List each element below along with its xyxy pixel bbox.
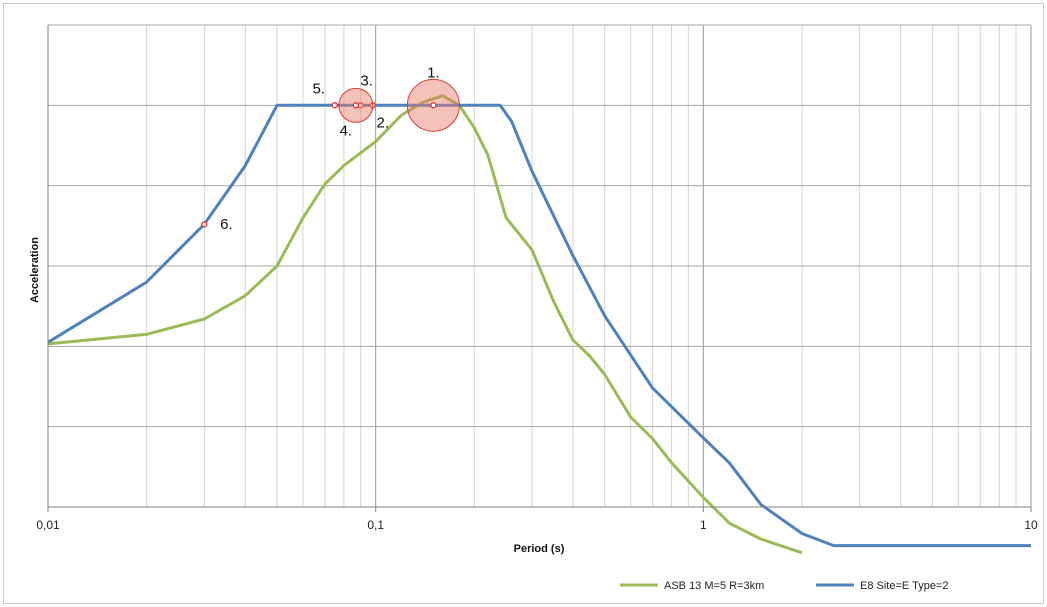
- annotation-point-1: [430, 102, 437, 109]
- annotation-label-6: 6.: [220, 216, 233, 233]
- legend: ASB 13 M=5 R=3km E8 Site=E Type=2: [620, 580, 948, 592]
- annotations: 1. 2. 3. 4. 5. 6.: [201, 64, 460, 233]
- series-lines: [47, 94, 1031, 555]
- chart-frame: [3, 3, 1044, 604]
- x-tick-label: 0,1: [367, 518, 384, 532]
- series-line-2: [47, 103, 1031, 548]
- series-line-1: [47, 94, 803, 555]
- x-tick-label: 0,01: [36, 518, 60, 532]
- y-axis-title: Acceleration: [29, 237, 41, 303]
- legend-label-1: ASB 13 M=5 R=3km: [664, 580, 764, 592]
- annotation-label-1: 1.: [427, 64, 440, 81]
- x-tick-label: 1: [700, 518, 707, 532]
- annotation-label-2: 2.: [377, 114, 390, 131]
- annotation-point-5: [331, 102, 338, 109]
- x-tick-label: 10: [1024, 518, 1038, 532]
- annotation-point-4: [352, 102, 359, 109]
- legend-label-2: E8 Site=E Type=2: [860, 580, 948, 592]
- x-axis-title: Period (s): [514, 543, 565, 555]
- axes: 0,01 0,1 1 10: [36, 25, 1038, 532]
- annotation-label-4: 4.: [340, 122, 353, 139]
- annotation-point-6: [201, 221, 208, 228]
- annotation-label-3: 3.: [360, 72, 373, 89]
- annotation-label-5: 5.: [312, 80, 325, 97]
